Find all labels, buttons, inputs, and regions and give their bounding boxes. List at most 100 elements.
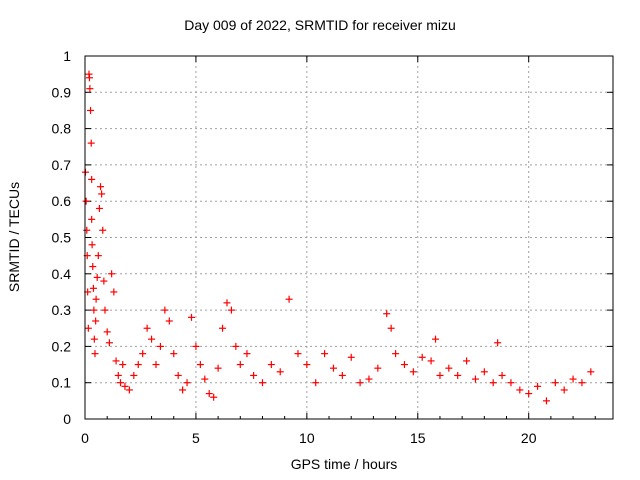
data-point	[432, 335, 440, 343]
data-point	[321, 350, 329, 358]
data-point	[445, 364, 453, 372]
data-point	[383, 310, 391, 318]
data-point	[276, 368, 284, 376]
y-tick-label: 0.6	[52, 193, 72, 209]
data-point	[312, 379, 320, 387]
data-point	[494, 339, 502, 347]
data-point	[90, 335, 98, 343]
data-point	[365, 375, 373, 383]
y-tick-label: 0.1	[52, 375, 72, 391]
data-point	[338, 371, 346, 379]
data-point	[130, 371, 138, 379]
data-point	[201, 375, 209, 383]
data-point	[551, 379, 559, 387]
data-point	[114, 371, 122, 379]
data-point	[105, 339, 113, 347]
data-point	[542, 397, 550, 405]
data-point	[134, 361, 142, 369]
data-point	[95, 204, 103, 212]
data-point	[569, 375, 577, 383]
axis-ticks: 00.10.20.30.40.50.60.70.80.910 5 10 15 20	[52, 48, 613, 446]
data-point	[119, 361, 127, 369]
data-point	[87, 139, 95, 147]
data-point	[210, 393, 218, 401]
data-point	[88, 241, 96, 249]
data-point	[471, 375, 479, 383]
y-tick-label: 0.8	[52, 121, 72, 137]
y-tick-label: 0.5	[52, 230, 72, 246]
y-tick-label: 0.4	[52, 266, 72, 282]
data-point	[205, 390, 213, 398]
data-point	[152, 361, 160, 369]
data-point	[93, 273, 101, 281]
data-point	[148, 335, 156, 343]
data-point	[94, 252, 102, 260]
x-tick-label: 0	[81, 430, 89, 446]
data-point	[103, 328, 111, 336]
data-point	[165, 317, 173, 325]
data-point	[219, 324, 227, 332]
data-point	[232, 342, 240, 350]
data-points	[81, 70, 595, 405]
data-point	[82, 197, 90, 205]
data-point	[560, 386, 568, 394]
data-point	[285, 295, 293, 303]
data-point	[294, 350, 302, 358]
data-point	[427, 357, 435, 365]
chart-title: Day 009 of 2022, SRMTID for receiver miz…	[184, 17, 456, 33]
data-point	[84, 324, 92, 332]
data-point	[525, 390, 533, 398]
data-point	[507, 379, 515, 387]
data-point	[112, 357, 120, 365]
data-point	[534, 382, 542, 390]
data-point	[121, 382, 129, 390]
data-point	[89, 263, 97, 271]
data-point	[454, 371, 462, 379]
data-point	[174, 371, 182, 379]
data-point	[578, 379, 586, 387]
data-point	[463, 357, 471, 365]
data-point	[89, 284, 97, 292]
data-point	[97, 183, 105, 191]
data-point	[436, 371, 444, 379]
data-point	[250, 371, 258, 379]
y-tick-label: 0	[63, 411, 71, 427]
data-point	[223, 299, 231, 307]
data-point	[347, 353, 355, 361]
data-point	[227, 306, 235, 314]
data-point	[100, 277, 108, 285]
data-point	[267, 361, 275, 369]
data-point	[236, 361, 244, 369]
data-point	[91, 350, 99, 358]
data-point	[392, 350, 400, 358]
data-point	[258, 379, 266, 387]
data-point	[108, 270, 116, 278]
data-point	[214, 364, 222, 372]
data-point	[196, 361, 204, 369]
data-point	[329, 364, 337, 372]
data-point	[498, 371, 506, 379]
data-point	[143, 324, 151, 332]
data-point	[374, 364, 382, 372]
y-tick-label: 0.3	[52, 302, 72, 318]
y-tick-label: 1	[63, 48, 71, 64]
y-tick-label: 0.9	[52, 84, 72, 100]
data-point	[88, 175, 96, 183]
data-point	[116, 379, 124, 387]
data-point	[387, 324, 395, 332]
data-point	[356, 379, 364, 387]
data-point	[125, 386, 133, 394]
x-tick-label: 5	[192, 430, 200, 446]
data-point	[98, 190, 106, 198]
data-point	[101, 306, 109, 314]
data-point	[183, 379, 191, 387]
x-tick-label: 20	[521, 430, 537, 446]
data-point	[156, 342, 164, 350]
data-point	[480, 368, 488, 376]
data-point	[90, 306, 98, 314]
data-point	[87, 106, 95, 114]
data-point	[99, 226, 107, 234]
data-point	[192, 342, 200, 350]
x-tick-label: 15	[410, 430, 426, 446]
